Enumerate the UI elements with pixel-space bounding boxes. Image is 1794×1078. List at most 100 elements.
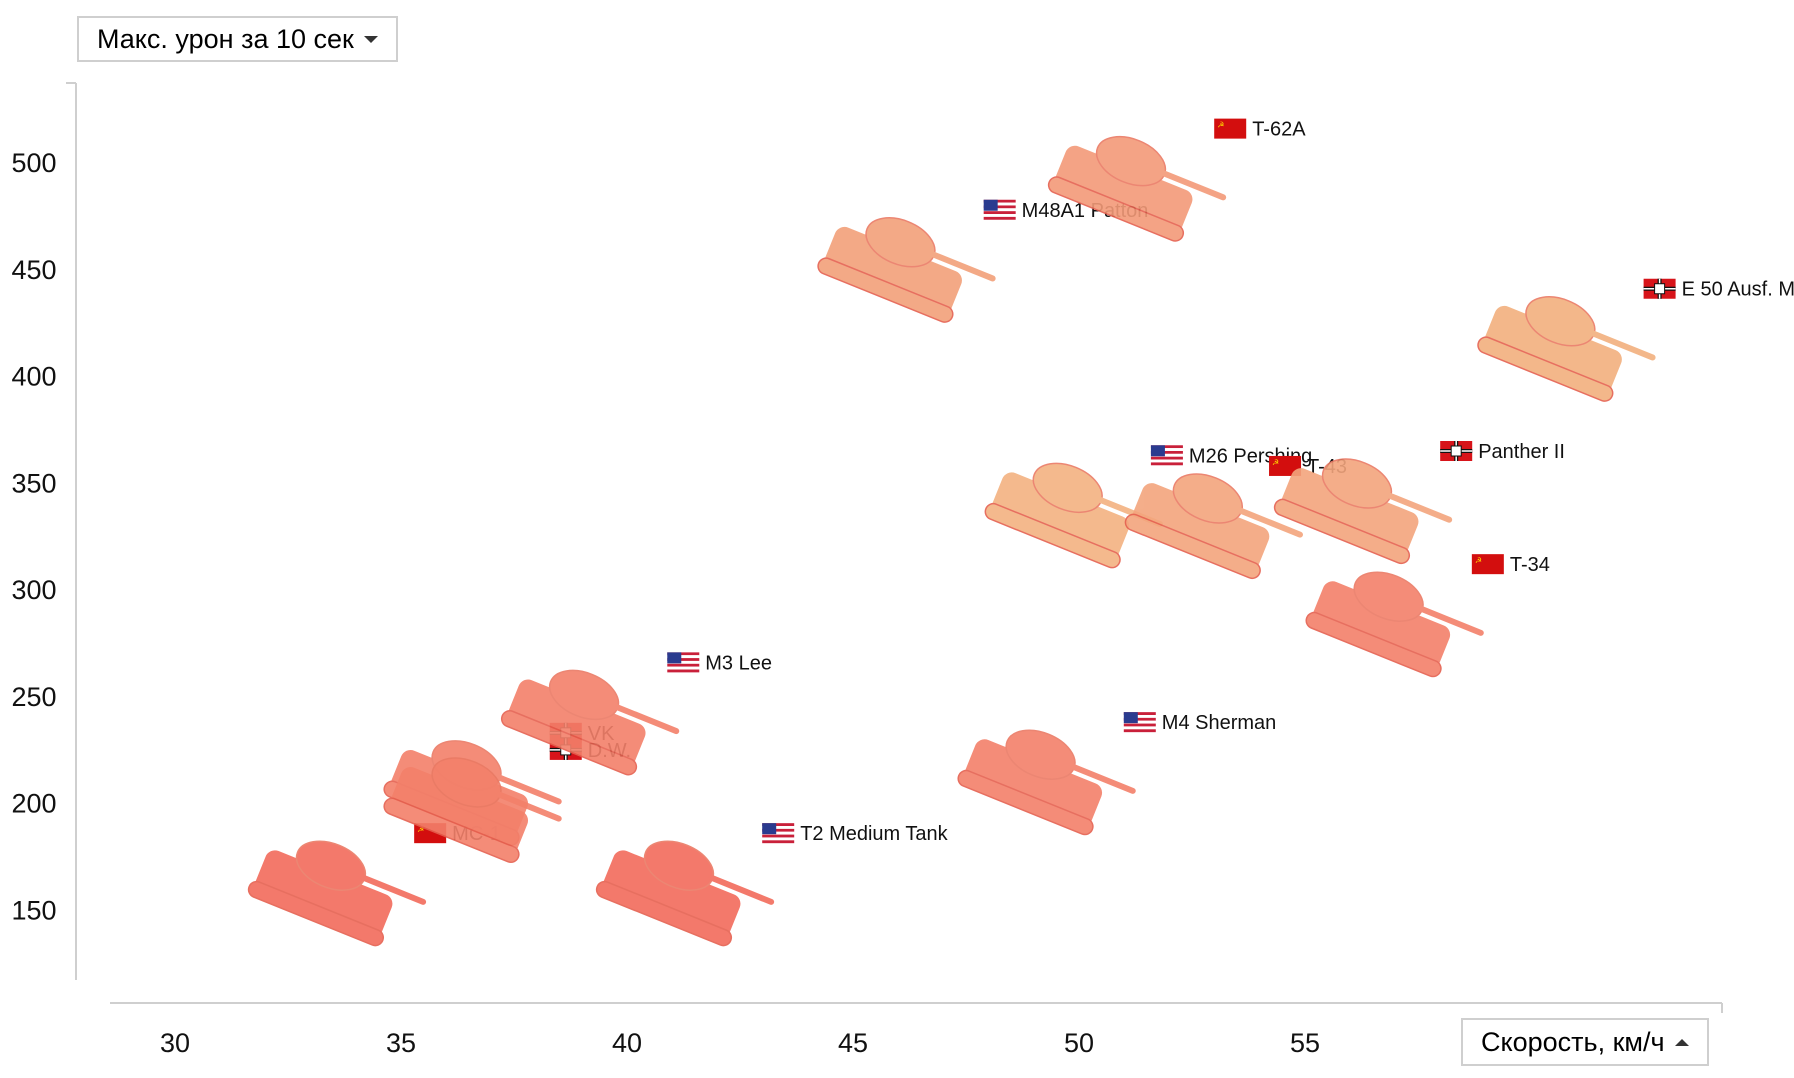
tank-point[interactable]: M4 Sherman — [956, 709, 1276, 847]
tank-icon — [383, 757, 562, 864]
tank-track — [1477, 336, 1614, 402]
tank-track — [957, 769, 1094, 836]
tank-point[interactable]: M26 Pershing — [983, 442, 1312, 580]
tank-hull — [389, 767, 529, 859]
tank-hull — [601, 850, 741, 942]
x-metric-label: Скорость, км/ч — [1481, 1026, 1665, 1057]
flag-stripe — [983, 216, 1016, 220]
germany-flag-icon — [1643, 278, 1676, 299]
tank-gun — [496, 791, 562, 822]
flag-stripe — [1123, 723, 1156, 727]
tank-gun — [496, 774, 562, 805]
ussr-flag-icon — [1471, 554, 1504, 575]
tank-label: Panther II — [1478, 441, 1565, 463]
tank-hull — [823, 226, 962, 319]
hammer-sickle-icon: ☭ — [1272, 458, 1279, 467]
tank-track — [595, 880, 733, 947]
tank-gun — [360, 874, 427, 905]
y-tick-label: 300 — [11, 575, 56, 605]
tank-icon — [1047, 135, 1227, 242]
flag-stripe — [1123, 717, 1156, 721]
tank-track — [1124, 513, 1261, 580]
tank-hull — [990, 472, 1130, 564]
flag-canton — [667, 652, 682, 664]
tank-label: T-62A — [1252, 119, 1306, 141]
tank-point[interactable]: M3 Lee — [499, 649, 772, 787]
tank-hull — [1311, 581, 1451, 673]
tank-label: E 50 Ausf. M — [1682, 279, 1794, 301]
tank-point[interactable]: ☭ T-34 — [1304, 551, 1550, 689]
flag-stripe — [667, 666, 700, 670]
tank-point[interactable]: ☭MC-1 — [246, 820, 501, 958]
flag-stripe — [762, 831, 795, 835]
flag-stripe — [1150, 459, 1183, 463]
tank-hull — [1053, 145, 1193, 238]
tank-point[interactable]: ☭ T-62A — [1046, 115, 1306, 253]
hammer-sickle-icon: ☭ — [417, 825, 424, 834]
tank-gun — [1070, 763, 1136, 794]
y-metric-dropdown[interactable]: Макс. урон за 10 сек — [77, 16, 398, 62]
y-tick-label: 500 — [11, 148, 56, 178]
flag-stripe — [667, 660, 700, 664]
tank-hull — [506, 679, 646, 771]
chevron-down-icon — [363, 35, 378, 43]
flag-stripe — [667, 655, 700, 659]
tank-icon — [984, 462, 1163, 569]
tank-point[interactable]: Panther II — [1272, 438, 1565, 576]
tank-gun — [930, 251, 996, 282]
x-tick-label: 40 — [612, 1028, 642, 1058]
tank-hull — [1130, 483, 1270, 575]
flag-stripe — [667, 652, 700, 656]
y-tick-label: 350 — [11, 468, 56, 498]
x-metric-dropdown[interactable]: Скорость, км/ч — [1461, 1018, 1709, 1066]
tank-icon — [1124, 473, 1303, 580]
x-tick-label: 45 — [838, 1028, 868, 1058]
flag-canton — [1150, 445, 1165, 457]
y-tick-label: 450 — [11, 255, 56, 285]
flag-canton — [762, 823, 777, 835]
axes: 150 200 250 300 350 400 450 500 30 35 40 45 50 55 — [11, 82, 1723, 1058]
tank-gun — [1386, 492, 1453, 523]
flag-stripe — [1150, 448, 1183, 451]
flag-stripe — [1123, 720, 1156, 724]
flag-stripe — [762, 826, 795, 829]
tank-icon — [1477, 296, 1656, 402]
tank-track — [500, 710, 638, 776]
tank-label: M4 Sherman — [1162, 712, 1277, 734]
tank-icon — [817, 217, 996, 323]
flag-stripe — [762, 837, 795, 841]
flag-stripe — [983, 205, 1016, 209]
tank-hull — [963, 739, 1103, 831]
tank-point[interactable]: M48A1 Patton — [816, 196, 1149, 334]
y-tick-label: 200 — [11, 789, 56, 819]
tank-label: M3 Lee — [705, 652, 772, 674]
chevron-up-icon — [1674, 1038, 1689, 1046]
x-tick-label: 30 — [160, 1028, 190, 1058]
flag-stripe — [762, 828, 795, 832]
tank-track — [247, 880, 385, 947]
tank-gun — [1418, 605, 1484, 636]
tank-track — [1273, 498, 1411, 565]
tank-track — [383, 797, 520, 864]
tank-icon — [247, 840, 427, 947]
usa-flag-icon — [983, 199, 1016, 220]
flag-stripe — [667, 658, 700, 661]
tank-icon — [595, 840, 775, 947]
tank-gun — [613, 704, 680, 735]
x-tick-label: 55 — [1290, 1028, 1320, 1058]
tank-icon — [957, 729, 1136, 836]
tank-icon — [1305, 571, 1484, 678]
tank-gun — [708, 874, 775, 905]
flag-stripe — [1150, 456, 1183, 460]
tank-gun — [1237, 507, 1303, 538]
tank-point[interactable]: T2 Medium Tank — [594, 820, 949, 958]
flag-stripe — [1150, 450, 1183, 454]
flag-stripe — [667, 669, 700, 673]
flag-stripe — [983, 208, 1016, 212]
tank-track — [817, 257, 954, 323]
tank-track — [1047, 176, 1185, 242]
tank-point[interactable]: D.W. — [382, 737, 631, 875]
tank-point[interactable]: E 50 Ausf. M — [1476, 275, 1794, 413]
tank-label: T-34 — [1510, 554, 1550, 576]
